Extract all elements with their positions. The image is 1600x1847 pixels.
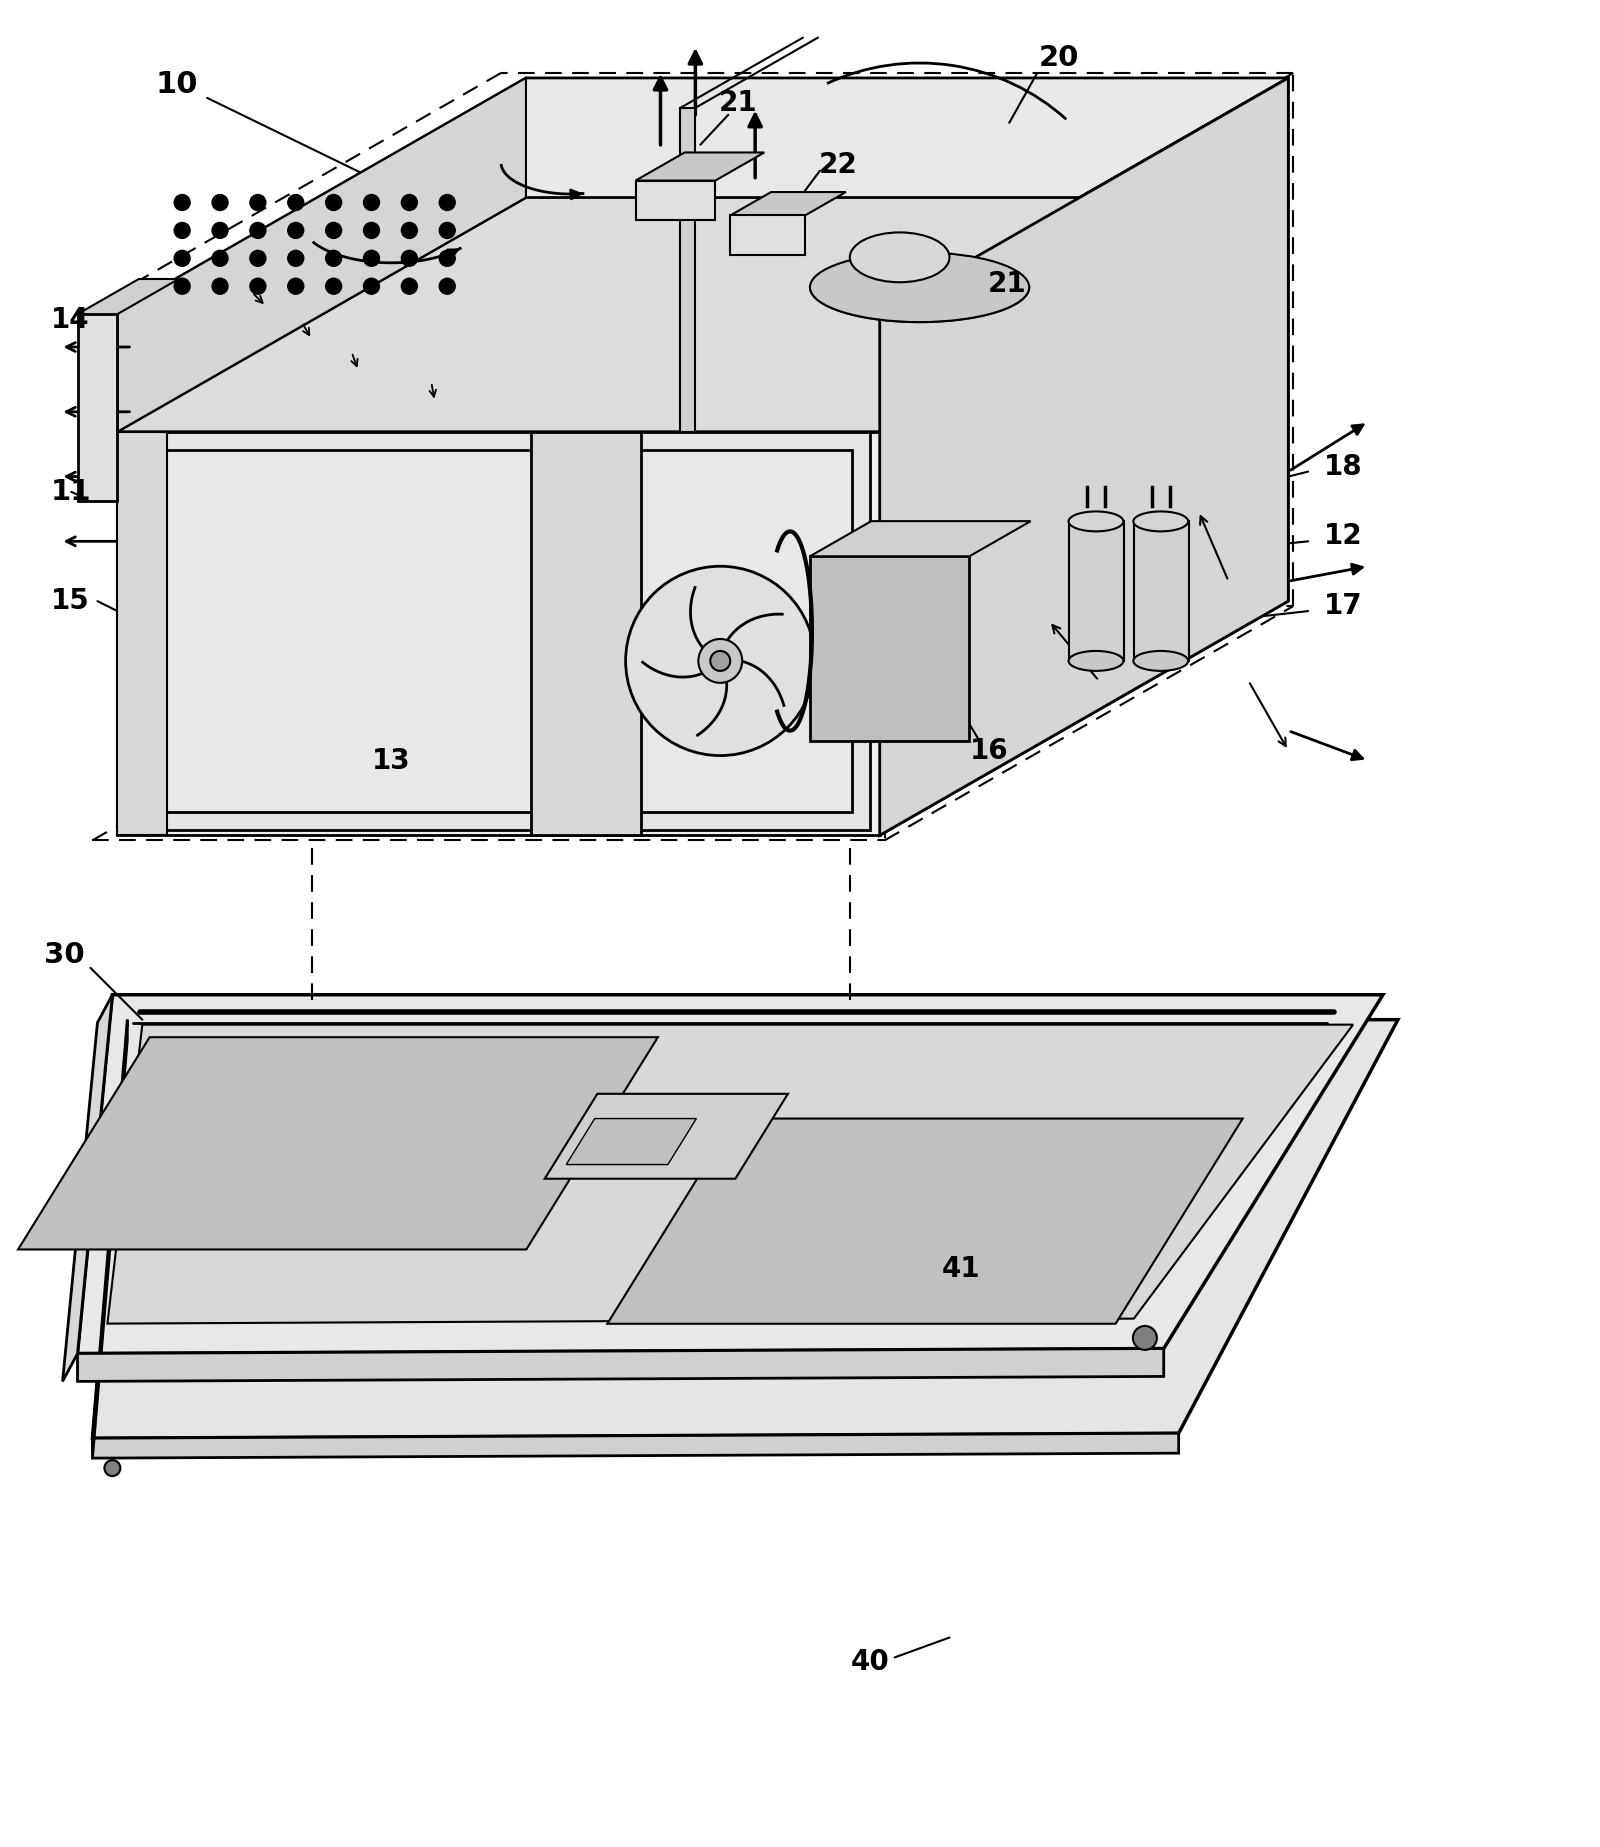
Text: 21: 21 xyxy=(987,270,1027,297)
Polygon shape xyxy=(880,78,1288,835)
Circle shape xyxy=(288,251,304,266)
Polygon shape xyxy=(93,1020,1398,1439)
Polygon shape xyxy=(77,314,117,502)
Polygon shape xyxy=(18,1038,658,1249)
Circle shape xyxy=(402,279,418,294)
Text: 10: 10 xyxy=(155,70,198,100)
Circle shape xyxy=(440,194,456,211)
Polygon shape xyxy=(635,153,765,181)
Polygon shape xyxy=(608,1119,1243,1324)
Polygon shape xyxy=(810,288,1029,321)
Polygon shape xyxy=(544,1093,787,1178)
Text: 20: 20 xyxy=(1038,44,1080,72)
Text: 41: 41 xyxy=(942,1254,981,1284)
Polygon shape xyxy=(117,78,526,432)
Polygon shape xyxy=(680,107,696,432)
Circle shape xyxy=(363,251,379,266)
Circle shape xyxy=(250,251,266,266)
Polygon shape xyxy=(77,279,179,314)
Text: 12: 12 xyxy=(1323,523,1363,550)
Circle shape xyxy=(213,251,227,266)
Polygon shape xyxy=(117,432,168,835)
Text: 21: 21 xyxy=(718,89,757,116)
Circle shape xyxy=(326,251,341,266)
Circle shape xyxy=(402,251,418,266)
Text: 13: 13 xyxy=(373,746,411,774)
Circle shape xyxy=(288,279,304,294)
Polygon shape xyxy=(1069,521,1123,661)
Polygon shape xyxy=(810,556,970,741)
Circle shape xyxy=(213,222,227,238)
Circle shape xyxy=(174,279,190,294)
Circle shape xyxy=(250,279,266,294)
Polygon shape xyxy=(117,198,1288,432)
Polygon shape xyxy=(117,432,870,831)
Ellipse shape xyxy=(1069,650,1123,670)
Circle shape xyxy=(1133,1326,1157,1350)
Circle shape xyxy=(440,222,456,238)
Text: 17: 17 xyxy=(1323,593,1363,621)
Circle shape xyxy=(363,194,379,211)
Ellipse shape xyxy=(1133,650,1189,670)
Circle shape xyxy=(250,194,266,211)
Polygon shape xyxy=(635,181,715,220)
Text: 40: 40 xyxy=(850,1648,890,1677)
Circle shape xyxy=(288,222,304,238)
Polygon shape xyxy=(1134,521,1189,661)
Text: 18: 18 xyxy=(1323,453,1363,480)
Circle shape xyxy=(250,222,266,238)
Circle shape xyxy=(174,194,190,211)
Circle shape xyxy=(213,279,227,294)
Circle shape xyxy=(174,222,190,238)
Polygon shape xyxy=(136,449,851,813)
Polygon shape xyxy=(77,996,1382,1354)
Circle shape xyxy=(402,222,418,238)
Ellipse shape xyxy=(1069,512,1123,532)
Circle shape xyxy=(440,251,456,266)
Text: 14: 14 xyxy=(51,307,90,334)
Circle shape xyxy=(402,194,418,211)
Polygon shape xyxy=(107,1025,1354,1324)
Polygon shape xyxy=(117,312,880,835)
Circle shape xyxy=(326,222,341,238)
Circle shape xyxy=(213,194,227,211)
Polygon shape xyxy=(77,1348,1163,1382)
Circle shape xyxy=(174,251,190,266)
Polygon shape xyxy=(810,521,1030,556)
Polygon shape xyxy=(880,78,1288,835)
Ellipse shape xyxy=(1133,512,1189,532)
Text: 22: 22 xyxy=(819,151,858,179)
Polygon shape xyxy=(62,996,112,1382)
Text: 15: 15 xyxy=(51,587,90,615)
Ellipse shape xyxy=(810,253,1029,321)
Circle shape xyxy=(326,279,341,294)
Circle shape xyxy=(698,639,742,683)
Circle shape xyxy=(710,650,730,670)
Text: 30: 30 xyxy=(45,940,85,970)
Circle shape xyxy=(288,194,304,211)
Circle shape xyxy=(363,279,379,294)
Polygon shape xyxy=(93,1433,1179,1457)
Circle shape xyxy=(104,1461,120,1476)
Circle shape xyxy=(440,279,456,294)
Polygon shape xyxy=(566,1119,696,1165)
Circle shape xyxy=(326,194,341,211)
Circle shape xyxy=(363,222,379,238)
Polygon shape xyxy=(730,216,805,255)
Text: 11: 11 xyxy=(50,478,91,506)
Polygon shape xyxy=(93,1020,128,1457)
Polygon shape xyxy=(730,192,846,216)
Polygon shape xyxy=(117,78,1288,312)
Circle shape xyxy=(626,567,814,755)
Ellipse shape xyxy=(850,233,949,283)
Polygon shape xyxy=(531,432,640,835)
Text: 16: 16 xyxy=(970,737,1008,765)
